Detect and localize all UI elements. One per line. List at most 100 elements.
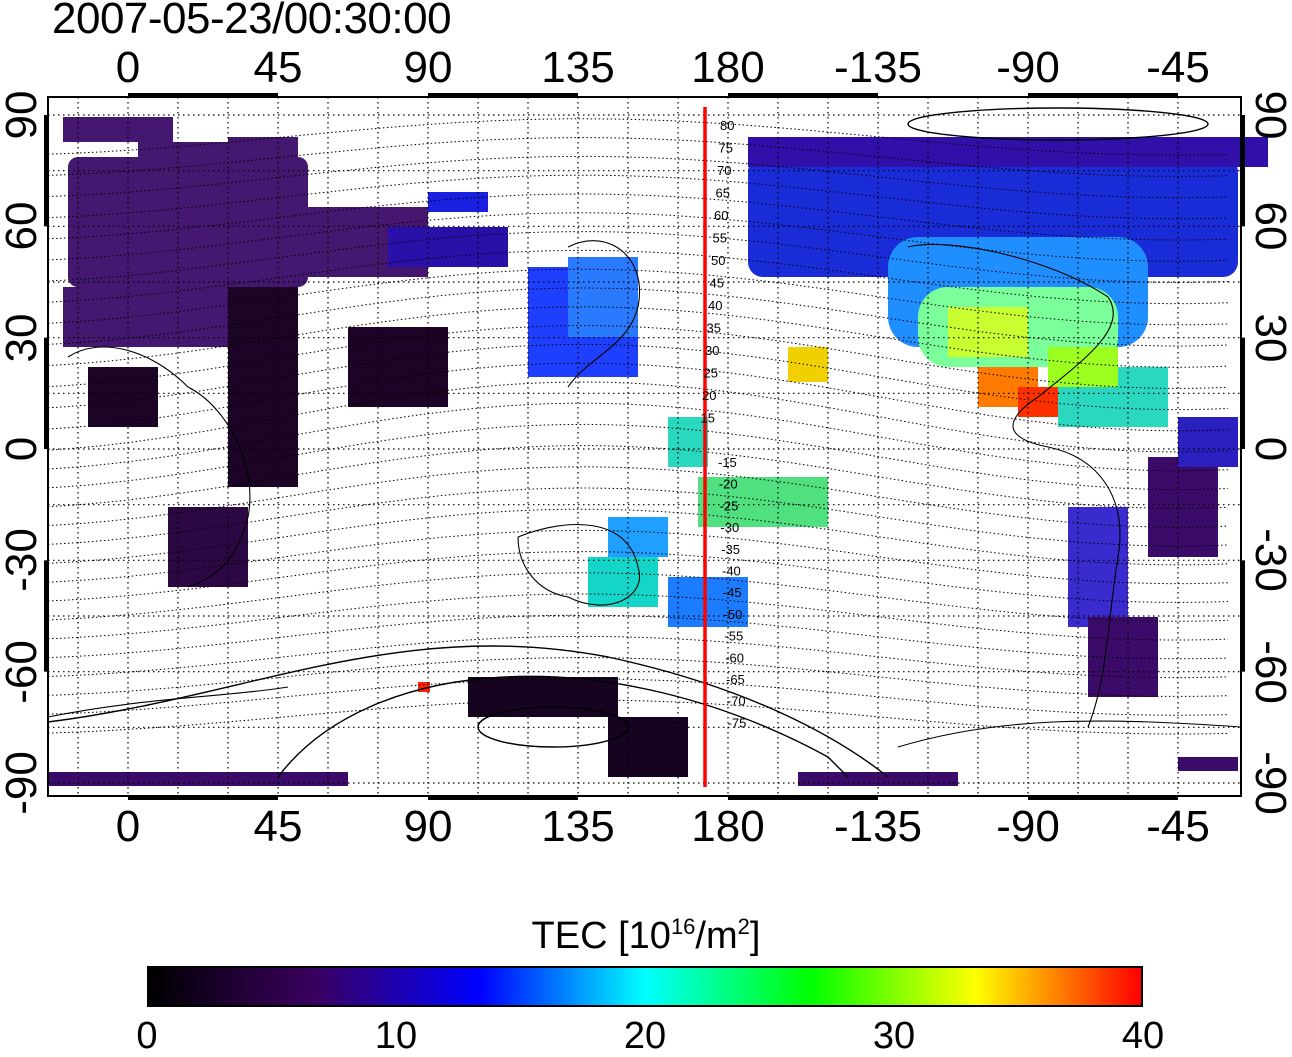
frame-tick [128,93,278,97]
magnetic-contour [47,155,1229,199]
bottom-axis-label: 135 [541,802,615,851]
tec-region-australia [588,517,748,627]
magnetic-contour [47,678,1229,716]
contour-label: -60 [725,650,744,665]
top-axis-label: -135 [833,43,923,92]
contour-label: -55 [724,629,743,644]
magnetic-contour [47,551,1229,603]
magnetic-contour [47,137,1229,177]
top-axis-label: 0 [115,43,141,92]
magnetic-contour [47,657,1229,697]
magnetic-contour [47,402,1229,472]
magnetic-contour [47,118,1229,156]
contour-label: -45 [723,585,742,600]
magnetic-contour [47,572,1229,622]
colorbar-tick-label: 30 [872,1015,916,1057]
tec-region-east-asia [388,192,638,377]
colorbar-tick-label: 0 [136,1015,158,1057]
frame-tick [128,796,278,800]
contour-label: 70 [717,163,731,178]
contour-label: 45 [710,276,724,291]
contour-label: 50 [711,253,725,268]
magnetic-contour [47,212,1229,262]
frame-tick [44,337,48,449]
frame-tick [1241,560,1245,672]
top-axis-label: -45 [1146,43,1210,92]
bottom-axis-label: 0 [115,802,141,851]
contour-label: 80 [720,118,734,133]
tec-map: 80 75 70 65 60 55 50 45 40 35 30 25 20 15 -15 -20 -25 -30… [44,93,1268,800]
contour-label: -20 [719,477,738,492]
frame-tick [428,93,578,97]
magnetic-contour [47,699,1229,735]
bottom-axis-label: 90 [403,802,453,851]
magnetic-contour [47,231,1229,283]
bottom-axis-label: -45 [1146,802,1210,851]
contour-label: 30 [705,343,719,358]
top-axis-label: -90 [996,43,1060,92]
colorbar-tick-label: 10 [374,1015,418,1057]
frame-tick [728,796,878,800]
contour-label: 65 [716,186,730,201]
magnetic-contour [47,174,1229,220]
frame-tick [44,560,48,672]
tec-map-canvas: 80 75 70 65 60 55 50 45 40 35 30 25 20 15 -15 -20 -25 -30… [44,93,1268,800]
contour-label: -75 [728,715,747,730]
contour-label: 35 [707,321,721,336]
frame-ticks [44,93,1245,800]
polar-contours [47,107,1209,778]
top-axis-label: 90 [403,43,453,92]
top-axis-label: 180 [691,43,765,92]
tec-region-pacific [668,417,828,527]
magnetic-contour [47,287,1229,347]
contour-label: 25 [704,366,718,381]
magnetic-contour [47,487,1229,547]
bottom-axis-label: -90 [996,802,1060,851]
top-axis-label: 45 [253,43,303,92]
contour-label: 15 [701,411,715,426]
coastlines [47,240,1242,748]
contour-label: -70 [727,694,746,709]
magnetic-contour [47,268,1229,326]
contour-labels: 80 75 70 65 60 55 50 45 40 35 30 25 20 15 -15 -20 -25 -30… [701,118,747,730]
magnetic-contour [47,529,1229,585]
magnetic-contour [47,193,1229,241]
timestamp: 2007-05-23/00:30:00 [52,0,452,43]
graticule [48,97,1241,796]
colorbar-tick-label: 20 [623,1015,667,1057]
magnetic-contour [47,362,1229,432]
contour-label: -30 [720,520,739,535]
contour-label: 75 [719,141,733,156]
frame-tick [1028,796,1178,800]
frame-tick [1241,337,1245,449]
contour-label: -25 [720,498,739,513]
contour-label: -35 [721,542,740,557]
magnetic-contour [47,249,1229,305]
frame-tick [1241,115,1245,227]
frame-tick [44,115,48,227]
bottom-axis-label: -135 [833,802,923,851]
bottom-axis-label: 180 [691,802,765,851]
bottom-axis-label: 45 [253,802,303,851]
frame-tick [728,93,878,97]
contour-label: -50 [724,607,743,622]
magnetic-contour [47,635,1229,679]
contour-label: -15 [718,455,737,470]
right-axis-label: -90 [1246,751,1292,815]
contour-label: 60 [714,208,728,223]
contour-label: 40 [708,298,722,313]
magnetic-contour [47,508,1229,566]
colorbar-tick-label: 40 [1121,1015,1165,1057]
contour-label: -65 [726,672,745,687]
magnetic-contour [47,614,1229,660]
top-axis-label: 135 [541,43,615,92]
tec-colorbar [147,966,1143,1007]
magnetic-contour [47,593,1229,641]
tec-data-layer [48,117,1268,786]
contour-label: 55 [713,231,727,246]
colorbar-title: TEC [1016/m2] [531,914,761,957]
contour-label: 20 [702,388,716,403]
contour-label: -40 [722,564,741,579]
frame-tick [428,796,578,800]
frame-tick [1028,93,1178,97]
